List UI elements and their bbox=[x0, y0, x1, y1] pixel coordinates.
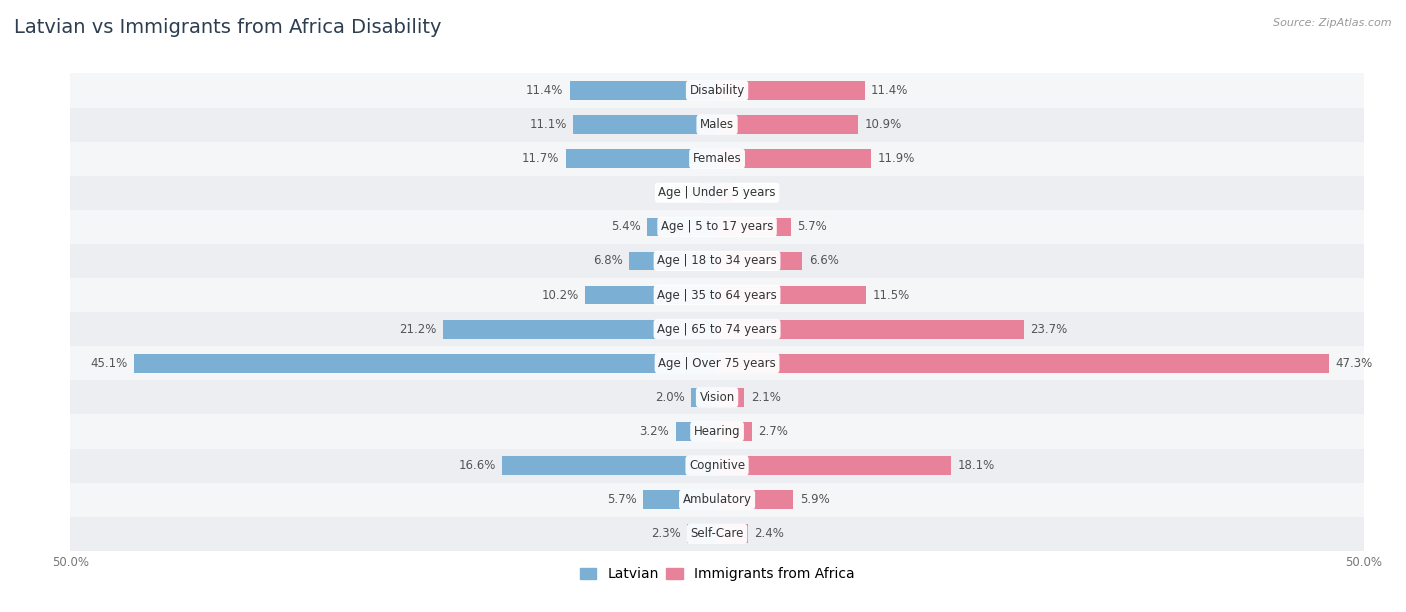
Bar bbox=[569, 81, 717, 100]
Text: 5.7%: 5.7% bbox=[607, 493, 637, 506]
Text: 6.8%: 6.8% bbox=[593, 255, 623, 267]
Bar bbox=[70, 380, 1364, 414]
Text: Vision: Vision bbox=[699, 391, 735, 404]
Legend: Latvian, Immigrants from Africa: Latvian, Immigrants from Africa bbox=[574, 562, 860, 587]
Text: 18.1%: 18.1% bbox=[957, 459, 995, 472]
Bar bbox=[717, 184, 733, 202]
Text: 11.4%: 11.4% bbox=[870, 84, 908, 97]
Bar bbox=[443, 320, 717, 338]
Bar bbox=[717, 490, 793, 509]
Text: 10.2%: 10.2% bbox=[541, 289, 579, 302]
Bar bbox=[134, 354, 717, 373]
Text: Self-Care: Self-Care bbox=[690, 528, 744, 540]
Bar bbox=[585, 286, 717, 304]
Bar bbox=[717, 388, 744, 407]
Bar bbox=[644, 490, 717, 509]
Text: 5.9%: 5.9% bbox=[800, 493, 830, 506]
Bar bbox=[717, 149, 870, 168]
Text: Hearing: Hearing bbox=[693, 425, 741, 438]
Text: 2.3%: 2.3% bbox=[651, 528, 681, 540]
Bar bbox=[574, 115, 717, 134]
Text: Source: ZipAtlas.com: Source: ZipAtlas.com bbox=[1274, 18, 1392, 28]
Text: 1.3%: 1.3% bbox=[664, 186, 693, 200]
Text: Age | Over 75 years: Age | Over 75 years bbox=[658, 357, 776, 370]
Text: Age | 18 to 34 years: Age | 18 to 34 years bbox=[657, 255, 778, 267]
Text: Disability: Disability bbox=[689, 84, 745, 97]
Text: 47.3%: 47.3% bbox=[1336, 357, 1372, 370]
Bar bbox=[717, 115, 858, 134]
Text: Age | 35 to 64 years: Age | 35 to 64 years bbox=[657, 289, 778, 302]
Text: 45.1%: 45.1% bbox=[90, 357, 127, 370]
Text: 2.4%: 2.4% bbox=[755, 528, 785, 540]
Bar bbox=[502, 456, 717, 475]
Bar bbox=[70, 346, 1364, 380]
Bar bbox=[70, 141, 1364, 176]
Bar bbox=[70, 414, 1364, 449]
Text: 11.9%: 11.9% bbox=[877, 152, 915, 165]
Text: Age | Under 5 years: Age | Under 5 years bbox=[658, 186, 776, 200]
Bar bbox=[717, 81, 865, 100]
Bar bbox=[692, 388, 717, 407]
Bar bbox=[70, 210, 1364, 244]
Text: 11.4%: 11.4% bbox=[526, 84, 564, 97]
Bar bbox=[70, 517, 1364, 551]
Bar bbox=[717, 456, 952, 475]
Bar bbox=[565, 149, 717, 168]
Text: 10.9%: 10.9% bbox=[865, 118, 901, 131]
Bar bbox=[676, 422, 717, 441]
Text: Cognitive: Cognitive bbox=[689, 459, 745, 472]
Text: 1.2%: 1.2% bbox=[740, 186, 769, 200]
Text: Ambulatory: Ambulatory bbox=[682, 493, 752, 506]
Bar bbox=[70, 176, 1364, 210]
Text: 11.7%: 11.7% bbox=[522, 152, 560, 165]
Bar bbox=[717, 320, 1024, 338]
Text: Age | 65 to 74 years: Age | 65 to 74 years bbox=[657, 323, 778, 335]
Text: Males: Males bbox=[700, 118, 734, 131]
Bar bbox=[70, 483, 1364, 517]
Text: 2.0%: 2.0% bbox=[655, 391, 685, 404]
Text: 23.7%: 23.7% bbox=[1031, 323, 1067, 335]
Text: 2.7%: 2.7% bbox=[758, 425, 789, 438]
Text: Females: Females bbox=[693, 152, 741, 165]
Bar bbox=[717, 286, 866, 304]
Bar bbox=[70, 73, 1364, 108]
Bar bbox=[717, 422, 752, 441]
Bar bbox=[647, 217, 717, 236]
Bar bbox=[717, 524, 748, 543]
Bar bbox=[70, 244, 1364, 278]
Text: Age | 5 to 17 years: Age | 5 to 17 years bbox=[661, 220, 773, 233]
Text: 11.5%: 11.5% bbox=[872, 289, 910, 302]
Text: 16.6%: 16.6% bbox=[458, 459, 496, 472]
Bar bbox=[628, 252, 717, 271]
Bar bbox=[717, 217, 790, 236]
Bar bbox=[70, 278, 1364, 312]
Bar bbox=[717, 252, 803, 271]
Bar bbox=[688, 524, 717, 543]
Bar bbox=[700, 184, 717, 202]
Text: 2.1%: 2.1% bbox=[751, 391, 780, 404]
Bar bbox=[70, 108, 1364, 141]
Text: 5.4%: 5.4% bbox=[612, 220, 641, 233]
Text: 6.6%: 6.6% bbox=[808, 255, 839, 267]
Bar bbox=[70, 312, 1364, 346]
Text: 11.1%: 11.1% bbox=[530, 118, 567, 131]
Text: Latvian vs Immigrants from Africa Disability: Latvian vs Immigrants from Africa Disabi… bbox=[14, 18, 441, 37]
Bar bbox=[70, 449, 1364, 483]
Text: 21.2%: 21.2% bbox=[399, 323, 436, 335]
Text: 3.2%: 3.2% bbox=[640, 425, 669, 438]
Text: 5.7%: 5.7% bbox=[797, 220, 827, 233]
Bar bbox=[717, 354, 1329, 373]
